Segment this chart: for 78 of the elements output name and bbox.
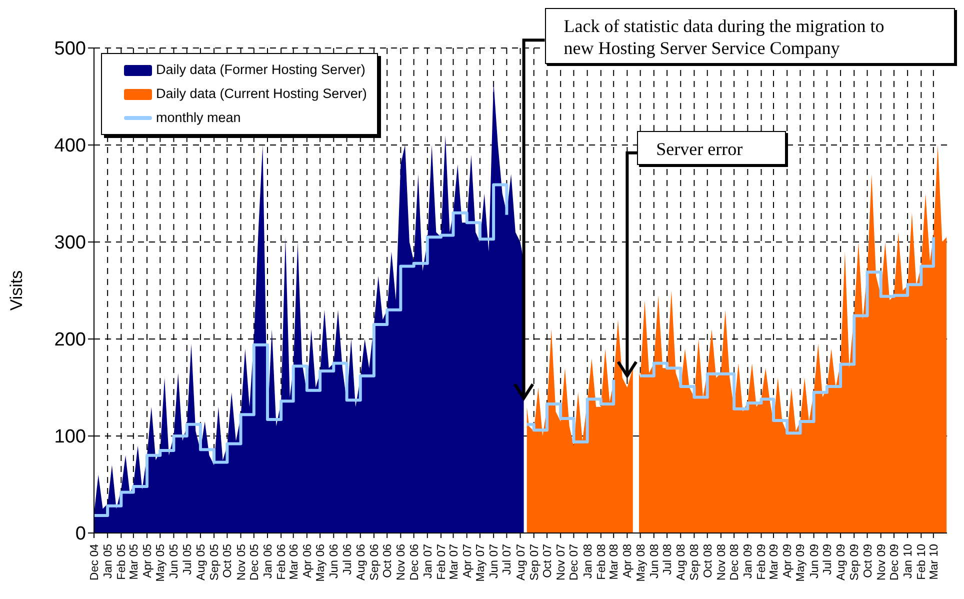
x-tick-label: Dec 06 xyxy=(408,544,421,580)
x-tick-label: Aug 05 xyxy=(195,544,208,580)
x-tick-label: Mar 05 xyxy=(128,544,140,580)
x-tick-label: Jan 10 xyxy=(902,544,915,579)
x-tick-label: Dec 04 xyxy=(89,543,101,580)
x-tick-label: Oct 05 xyxy=(222,544,234,578)
x-tick-label: May 08 xyxy=(635,544,648,582)
legend-label: Daily data (Current Hosting Server) xyxy=(156,85,367,103)
x-tick-label: Mar 08 xyxy=(608,544,621,580)
x-tick-label: Jun 08 xyxy=(648,544,661,579)
x-tick-label: Feb 06 xyxy=(276,544,288,580)
x-tick-label: Jan 06 xyxy=(262,544,274,579)
x-tick-label: Sep 08 xyxy=(689,544,702,580)
x-tick-label: Feb 05 xyxy=(116,544,128,580)
y-tick-label: 400 xyxy=(54,136,86,157)
legend-label: monthly mean xyxy=(156,109,241,127)
y-tick-label: 100 xyxy=(54,426,86,448)
x-tick-label: Jul 08 xyxy=(662,544,674,575)
x-tick-label: Oct 07 xyxy=(542,544,554,578)
legend-label: Daily data (Former Hosting Server) xyxy=(156,61,366,79)
x-tick-label: Nov 07 xyxy=(556,544,568,580)
x-tick-label: Apr 05 xyxy=(142,544,154,578)
x-tick-label: Jun 07 xyxy=(488,544,501,579)
y-tick-label: 200 xyxy=(54,330,86,351)
x-tick-label: Oct 06 xyxy=(382,544,394,578)
y-tick-label: 500 xyxy=(54,38,86,60)
x-tick-label: Dec 09 xyxy=(888,544,901,580)
x-tick-label: Apr 08 xyxy=(622,544,634,578)
x-tick-label: Sep 05 xyxy=(209,544,222,580)
x-tick-label: Mar 07 xyxy=(448,544,460,580)
x-tick-label: Sep 06 xyxy=(368,544,381,580)
x-tick-label: Jun 05 xyxy=(168,544,181,579)
x-tick-label: Feb 10 xyxy=(916,544,928,580)
x-tick-label: Nov 09 xyxy=(876,544,888,580)
x-tick-label: Feb 07 xyxy=(436,544,448,580)
x-tick-label: May 06 xyxy=(315,544,328,582)
x-tick-label: Feb 08 xyxy=(596,544,608,580)
x-tick-label: Jun 06 xyxy=(328,544,341,579)
x-tick-label: Nov 06 xyxy=(396,544,408,580)
x-tick-label: Jul 07 xyxy=(502,544,514,575)
x-tick-label: May 09 xyxy=(795,544,808,582)
callout-box: Lack of statistic data during the migration to new Hosting Server Service Company xyxy=(544,8,955,64)
x-tick-label: Nov 08 xyxy=(716,544,728,580)
x-tick-label: Mar 06 xyxy=(288,544,300,580)
y-tick-label: 300 xyxy=(54,232,86,254)
x-tick-label: Mar 10 xyxy=(928,544,940,580)
x-tick-label: Aug 08 xyxy=(676,544,688,580)
annotation: Server error xyxy=(656,138,743,159)
x-tick-label: Jan 05 xyxy=(102,544,115,579)
x-tick-label: Apr 09 xyxy=(782,544,794,578)
x-tick-label: Dec 05 xyxy=(248,544,261,580)
x-tick-label: Jun 09 xyxy=(808,544,821,579)
x-tick-label: Oct 09 xyxy=(862,544,874,578)
x-tick-label: Apr 06 xyxy=(302,544,314,578)
annotation: Lack of statistic data during the migration to new Hosting Server Service Company xyxy=(564,16,884,58)
x-tick-label: May 05 xyxy=(155,544,168,582)
x-tick-label: Nov 05 xyxy=(236,544,248,580)
x-tick-label: Aug 09 xyxy=(836,544,848,580)
x-tick-label: Sep 07 xyxy=(528,544,541,580)
x-tick-label: Dec 08 xyxy=(729,544,742,580)
x-tick-label: Apr 07 xyxy=(462,544,474,578)
x-tick-label: May 07 xyxy=(474,544,487,582)
y-axis-title: Visits xyxy=(7,270,26,311)
x-tick-label: Dec 07 xyxy=(568,544,581,580)
x-tick-label: Jul 05 xyxy=(182,544,194,575)
x-tick-label: Jan 09 xyxy=(742,544,755,579)
x-tick-label: Aug 06 xyxy=(355,544,368,580)
x-tick-label: Jan 08 xyxy=(582,544,594,579)
x-tick-label: Jul 06 xyxy=(342,544,354,575)
y-tick-label: 0 xyxy=(75,524,86,545)
x-tick-label: Jul 09 xyxy=(822,544,834,575)
x-tick-label: Aug 07 xyxy=(515,544,528,580)
x-tick-label: Sep 09 xyxy=(849,544,862,580)
x-tick-label: Oct 08 xyxy=(702,544,714,578)
x-tick-label: Mar 09 xyxy=(768,544,781,580)
x-tick-label: Jan 07 xyxy=(422,544,434,579)
x-tick-label: Feb 09 xyxy=(756,544,768,580)
callout-box: Server error xyxy=(637,130,786,165)
